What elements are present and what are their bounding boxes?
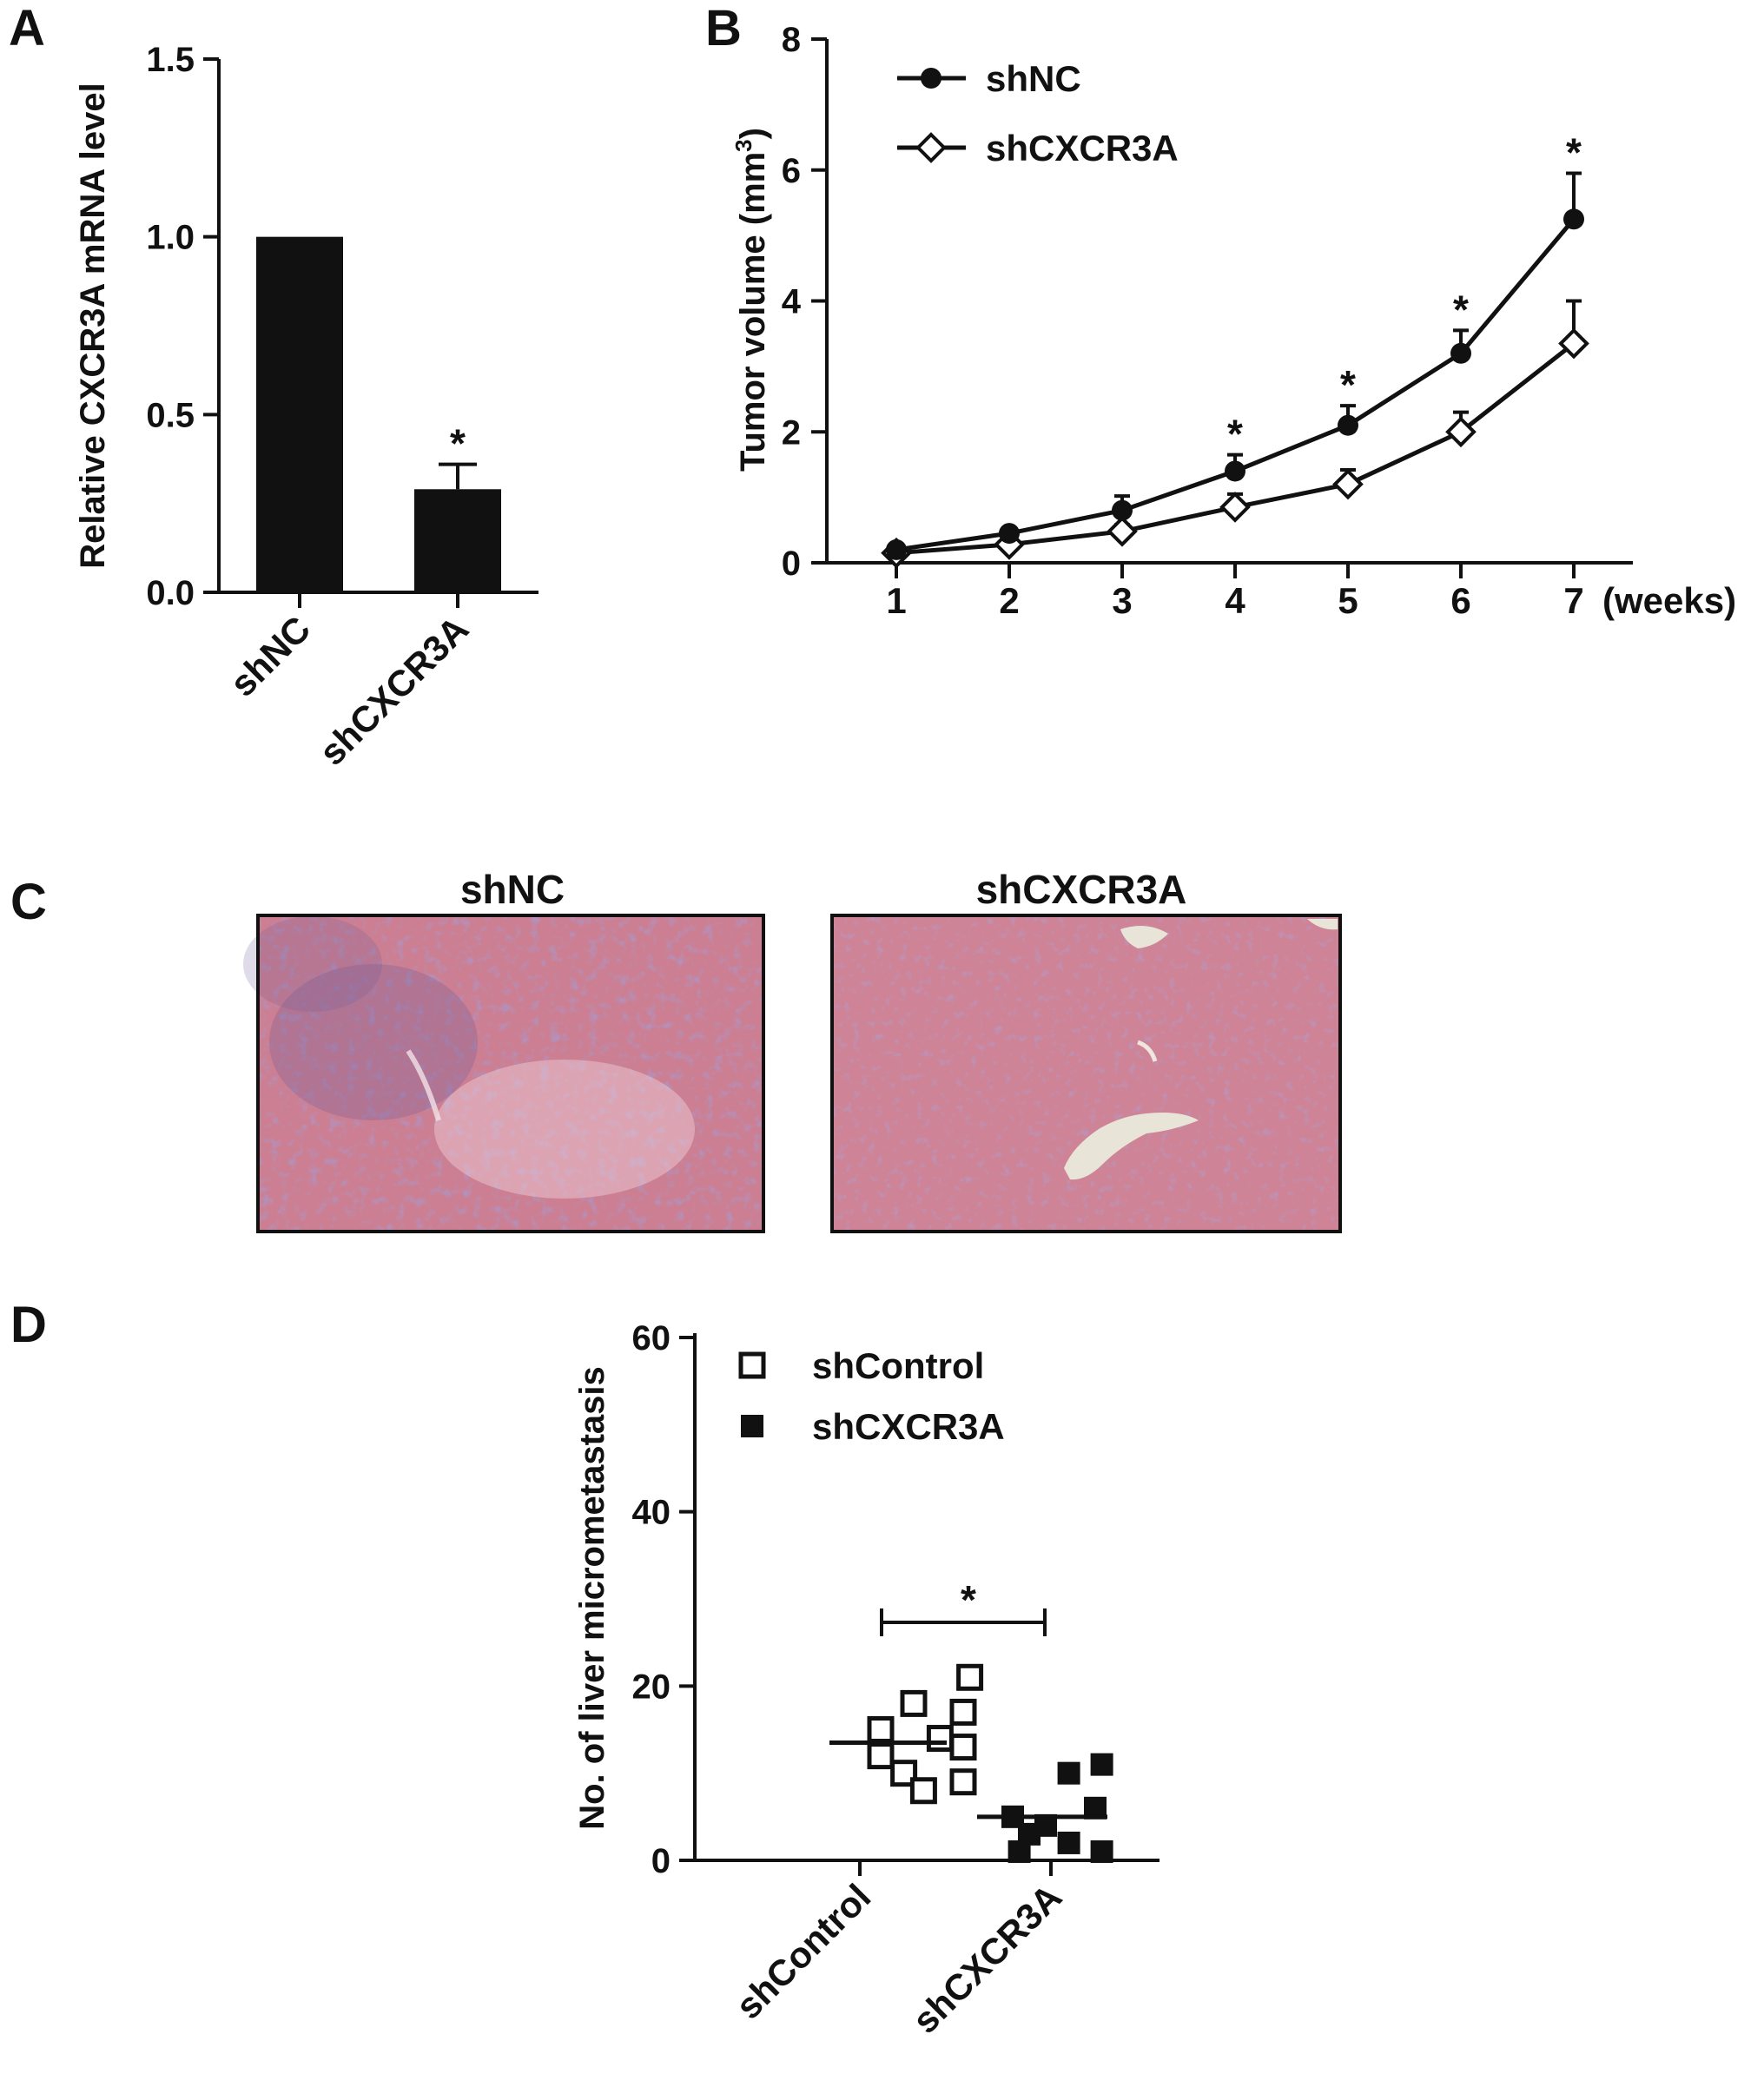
panel-a-y-tick-label: 0.0	[146, 574, 195, 612]
panel-b-significance-star: *	[1227, 412, 1243, 457]
panel-b-point-shCXCR3A	[1332, 468, 1364, 500]
panel-b-point-shNC	[1338, 414, 1358, 436]
panel-b-legend-marker	[915, 132, 947, 163]
panel-b-y-axis-label: Tumor volume (mm3)	[730, 128, 772, 472]
panel-a-y-tick-label: 1.5	[146, 41, 195, 79]
panel-d-legend-marker	[741, 1415, 763, 1437]
panel-b-significance-star: *	[1453, 287, 1469, 332]
panel-d-point-shcontrol	[926, 1725, 954, 1753]
histology-image-shcxcr3a	[830, 914, 1342, 1233]
panel-d-x-tick-label: shCXCR3A	[904, 1876, 1069, 2041]
panel-b-x-tick-label: 5	[1338, 580, 1358, 621]
panel-b-y-tick-label: 8	[782, 21, 801, 59]
panel-d-y-tick-label: 60	[632, 1319, 671, 1357]
panel-b-x-tick-label: 2	[999, 580, 1019, 621]
panel-a-significance-star: *	[450, 421, 466, 466]
panel-b-y-tick-label: 4	[782, 283, 802, 321]
panel-b-y-tick-label: 0	[782, 545, 801, 583]
panel-b-x-tick-label: 1	[886, 580, 906, 621]
panel-b-x-tick-label: 7	[1563, 580, 1583, 621]
panel-d-point-shcontrol	[956, 1663, 984, 1691]
panel-d-point-shcontrol	[909, 1777, 937, 1805]
panel-d-point-shcontrol	[949, 1698, 977, 1726]
panel-b-legend-label: shCXCR3A	[986, 128, 1179, 168]
panel-b-y-tick-label: 6	[782, 152, 801, 190]
panel-d-point-shcontrol	[949, 1768, 977, 1796]
panel-b-y-tick-label: 2	[782, 413, 801, 452]
panel-b-x-axis-unit: (weeks)	[1602, 580, 1736, 621]
panel-d-point-shcxcr3a	[1090, 1753, 1113, 1776]
panel-a-bar-shNC	[256, 236, 343, 592]
panel-b-point-shCXCR3A	[1558, 327, 1589, 360]
panel-d-significance-star: *	[961, 1577, 976, 1622]
panel-d-point-shcontrol	[867, 1716, 895, 1743]
panel-b-point-shCXCR3A	[1219, 492, 1251, 523]
panel-b-y-label-main: Tumor volume (mm	[734, 152, 772, 472]
panel-b-point-shNC	[886, 538, 907, 560]
panel-d-point-shcxcr3a	[1008, 1840, 1031, 1863]
panel-a-y-tick-label: 0.5	[146, 396, 195, 434]
panel-d-point-shcxcr3a	[1090, 1840, 1113, 1863]
panel-d-point-shcxcr3a	[1057, 1761, 1080, 1785]
panel-label-d: D	[10, 1297, 47, 1353]
panel-d-point-shcxcr3a	[1057, 1831, 1080, 1854]
panel-d-y-axis-label: No. of liver micrometastasis	[573, 1366, 611, 1830]
panel-b-legend-label: shNC	[986, 58, 1081, 99]
panel-d-point-shcontrol	[949, 1734, 977, 1761]
panel-c-title-shnc: shNC	[460, 867, 565, 912]
panel-b-x-tick-label: 3	[1112, 580, 1132, 621]
panel-d-legend: shControl shCXCR3A	[738, 1345, 1005, 1447]
panel-b-y-label-sup: 3	[730, 139, 756, 151]
panel-b-point-shNC	[1225, 460, 1245, 482]
panel-d-y-tick-label: 0	[651, 1842, 671, 1880]
panel-b-legend-marker	[921, 68, 941, 89]
panel-d-significance-bracket: *	[880, 1577, 1047, 1636]
panel-d-legend-label: shCXCR3A	[812, 1406, 1005, 1447]
panel-b-significance-star: *	[1566, 130, 1582, 175]
panel-d-point-shcontrol	[900, 1689, 928, 1717]
panel-d-legend-label: shControl	[812, 1345, 984, 1386]
panel-b-y-label-end: )	[734, 128, 772, 139]
histology-image-shnc	[243, 914, 765, 1233]
panel-b-point-shCXCR3A	[1107, 515, 1138, 547]
panel-b-point-shNC	[1450, 342, 1471, 364]
panel-b-x-tick-label: 6	[1450, 580, 1470, 621]
panel-c-histology: shNC shCXCR3A	[243, 867, 1342, 1233]
panel-b-x-tick-label: 4	[1225, 580, 1245, 621]
panel-a-x-tick-label: shNC	[222, 608, 319, 704]
panel-d-y-tick-label: 20	[632, 1668, 671, 1706]
panel-a-y-axis-label: Relative CXCR3A mRNA level	[74, 83, 112, 568]
panel-b-point-shNC	[1112, 499, 1133, 521]
panel-d-point-shcontrol	[867, 1742, 895, 1770]
panel-label-b: B	[705, 0, 742, 56]
panel-c-title-shcxcr3a: shCXCR3A	[976, 867, 1187, 912]
panel-d-legend-marker	[738, 1351, 766, 1379]
panel-a-y-tick-label: 1.0	[146, 219, 195, 257]
panel-d-x-tick-label: shControl	[728, 1876, 878, 2026]
panel-label-c: C	[10, 874, 47, 930]
panel-label-a: A	[9, 0, 45, 56]
panel-b-significance-star: *	[1340, 362, 1356, 407]
panel-a-bar-shCXCR3A	[414, 489, 501, 592]
panel-b-point-shNC	[1563, 208, 1584, 230]
panel-a-x-tick-label: shCXCR3A	[311, 608, 476, 773]
panel-b-point-shCXCR3A	[1445, 416, 1477, 448]
panel-b-legend: shNC shCXCR3A	[897, 58, 1179, 168]
panel-b-point-shNC	[999, 523, 1020, 545]
panel-d-y-tick-label: 40	[632, 1494, 671, 1532]
